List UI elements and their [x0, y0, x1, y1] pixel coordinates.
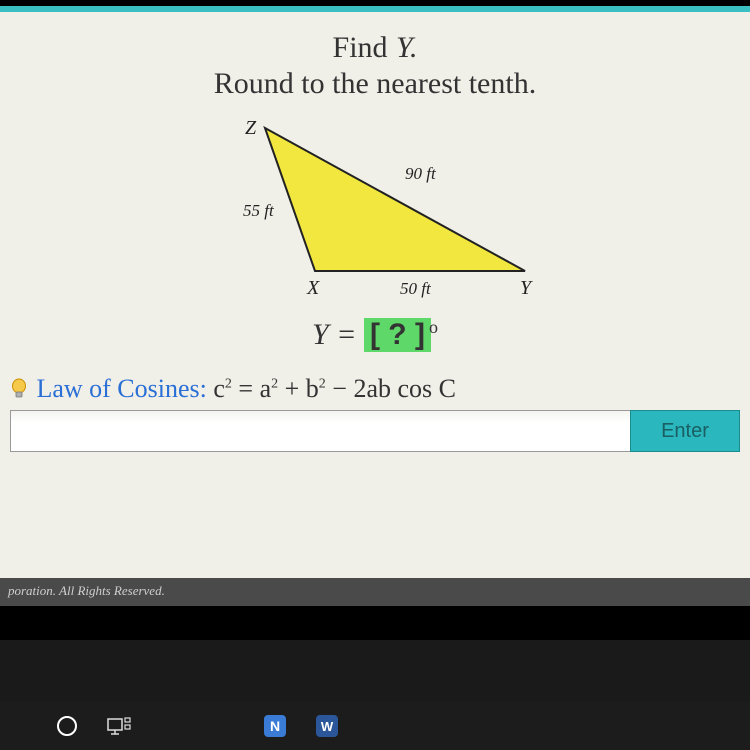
title-line-1: Find — [333, 31, 388, 64]
taskbar-app-w-icon[interactable]: W — [312, 711, 342, 741]
hint-label: Law of Cosines: — [36, 374, 213, 403]
hint-row: Law of Cosines: c2 = a2 + b2 − 2ab cos C — [10, 374, 740, 404]
footer-text: poration. All Rights Reserved. — [8, 583, 165, 598]
triangle-shape — [265, 128, 525, 271]
title-variable: Y. — [396, 31, 417, 64]
vertex-y-label: Y — [520, 277, 533, 299]
taskbar-app-2-icon[interactable] — [208, 711, 238, 741]
svg-text:W: W — [321, 719, 334, 734]
svg-text:N: N — [270, 718, 280, 734]
problem-title: Find Y. Round to the nearest tenth. — [20, 30, 730, 102]
taskbar-app-1-icon[interactable] — [156, 711, 186, 741]
vertex-z-label: Z — [245, 117, 257, 139]
equation-lhs: Y — [312, 318, 329, 351]
lightbulb-icon — [10, 378, 28, 400]
equation-eq: = — [336, 318, 356, 351]
answer-input-row: Enter — [10, 410, 740, 452]
task-view-icon[interactable] — [104, 711, 134, 741]
answer-placeholder: [ ? ] — [364, 318, 431, 352]
side-zy-label: 90 ft — [405, 164, 437, 183]
problem-content: Find Y. Round to the nearest tenth. Z X … — [0, 12, 750, 352]
taskbar: N W — [0, 702, 750, 750]
vertex-x-label: X — [306, 277, 320, 299]
cortana-circle-icon[interactable] — [52, 711, 82, 741]
degree-symbol: o — [429, 317, 438, 337]
app-window: Find Y. Round to the nearest tenth. Z X … — [0, 6, 750, 606]
answer-input[interactable] — [10, 410, 630, 452]
hint-formula: c2 = a2 + b2 − 2ab cos C — [213, 374, 456, 403]
title-line-2: Round to the nearest tenth. — [20, 66, 730, 102]
side-xy-label: 50 ft — [400, 279, 432, 298]
answer-equation: Y = [ ? ]o — [20, 317, 730, 352]
side-zx-label: 55 ft — [243, 201, 275, 220]
triangle-diagram: Z X Y 90 ft 55 ft 50 ft — [195, 116, 555, 311]
footer-bar: poration. All Rights Reserved. — [0, 578, 750, 606]
taskbar-app-n-icon[interactable]: N — [260, 711, 290, 741]
enter-button[interactable]: Enter — [630, 410, 740, 452]
